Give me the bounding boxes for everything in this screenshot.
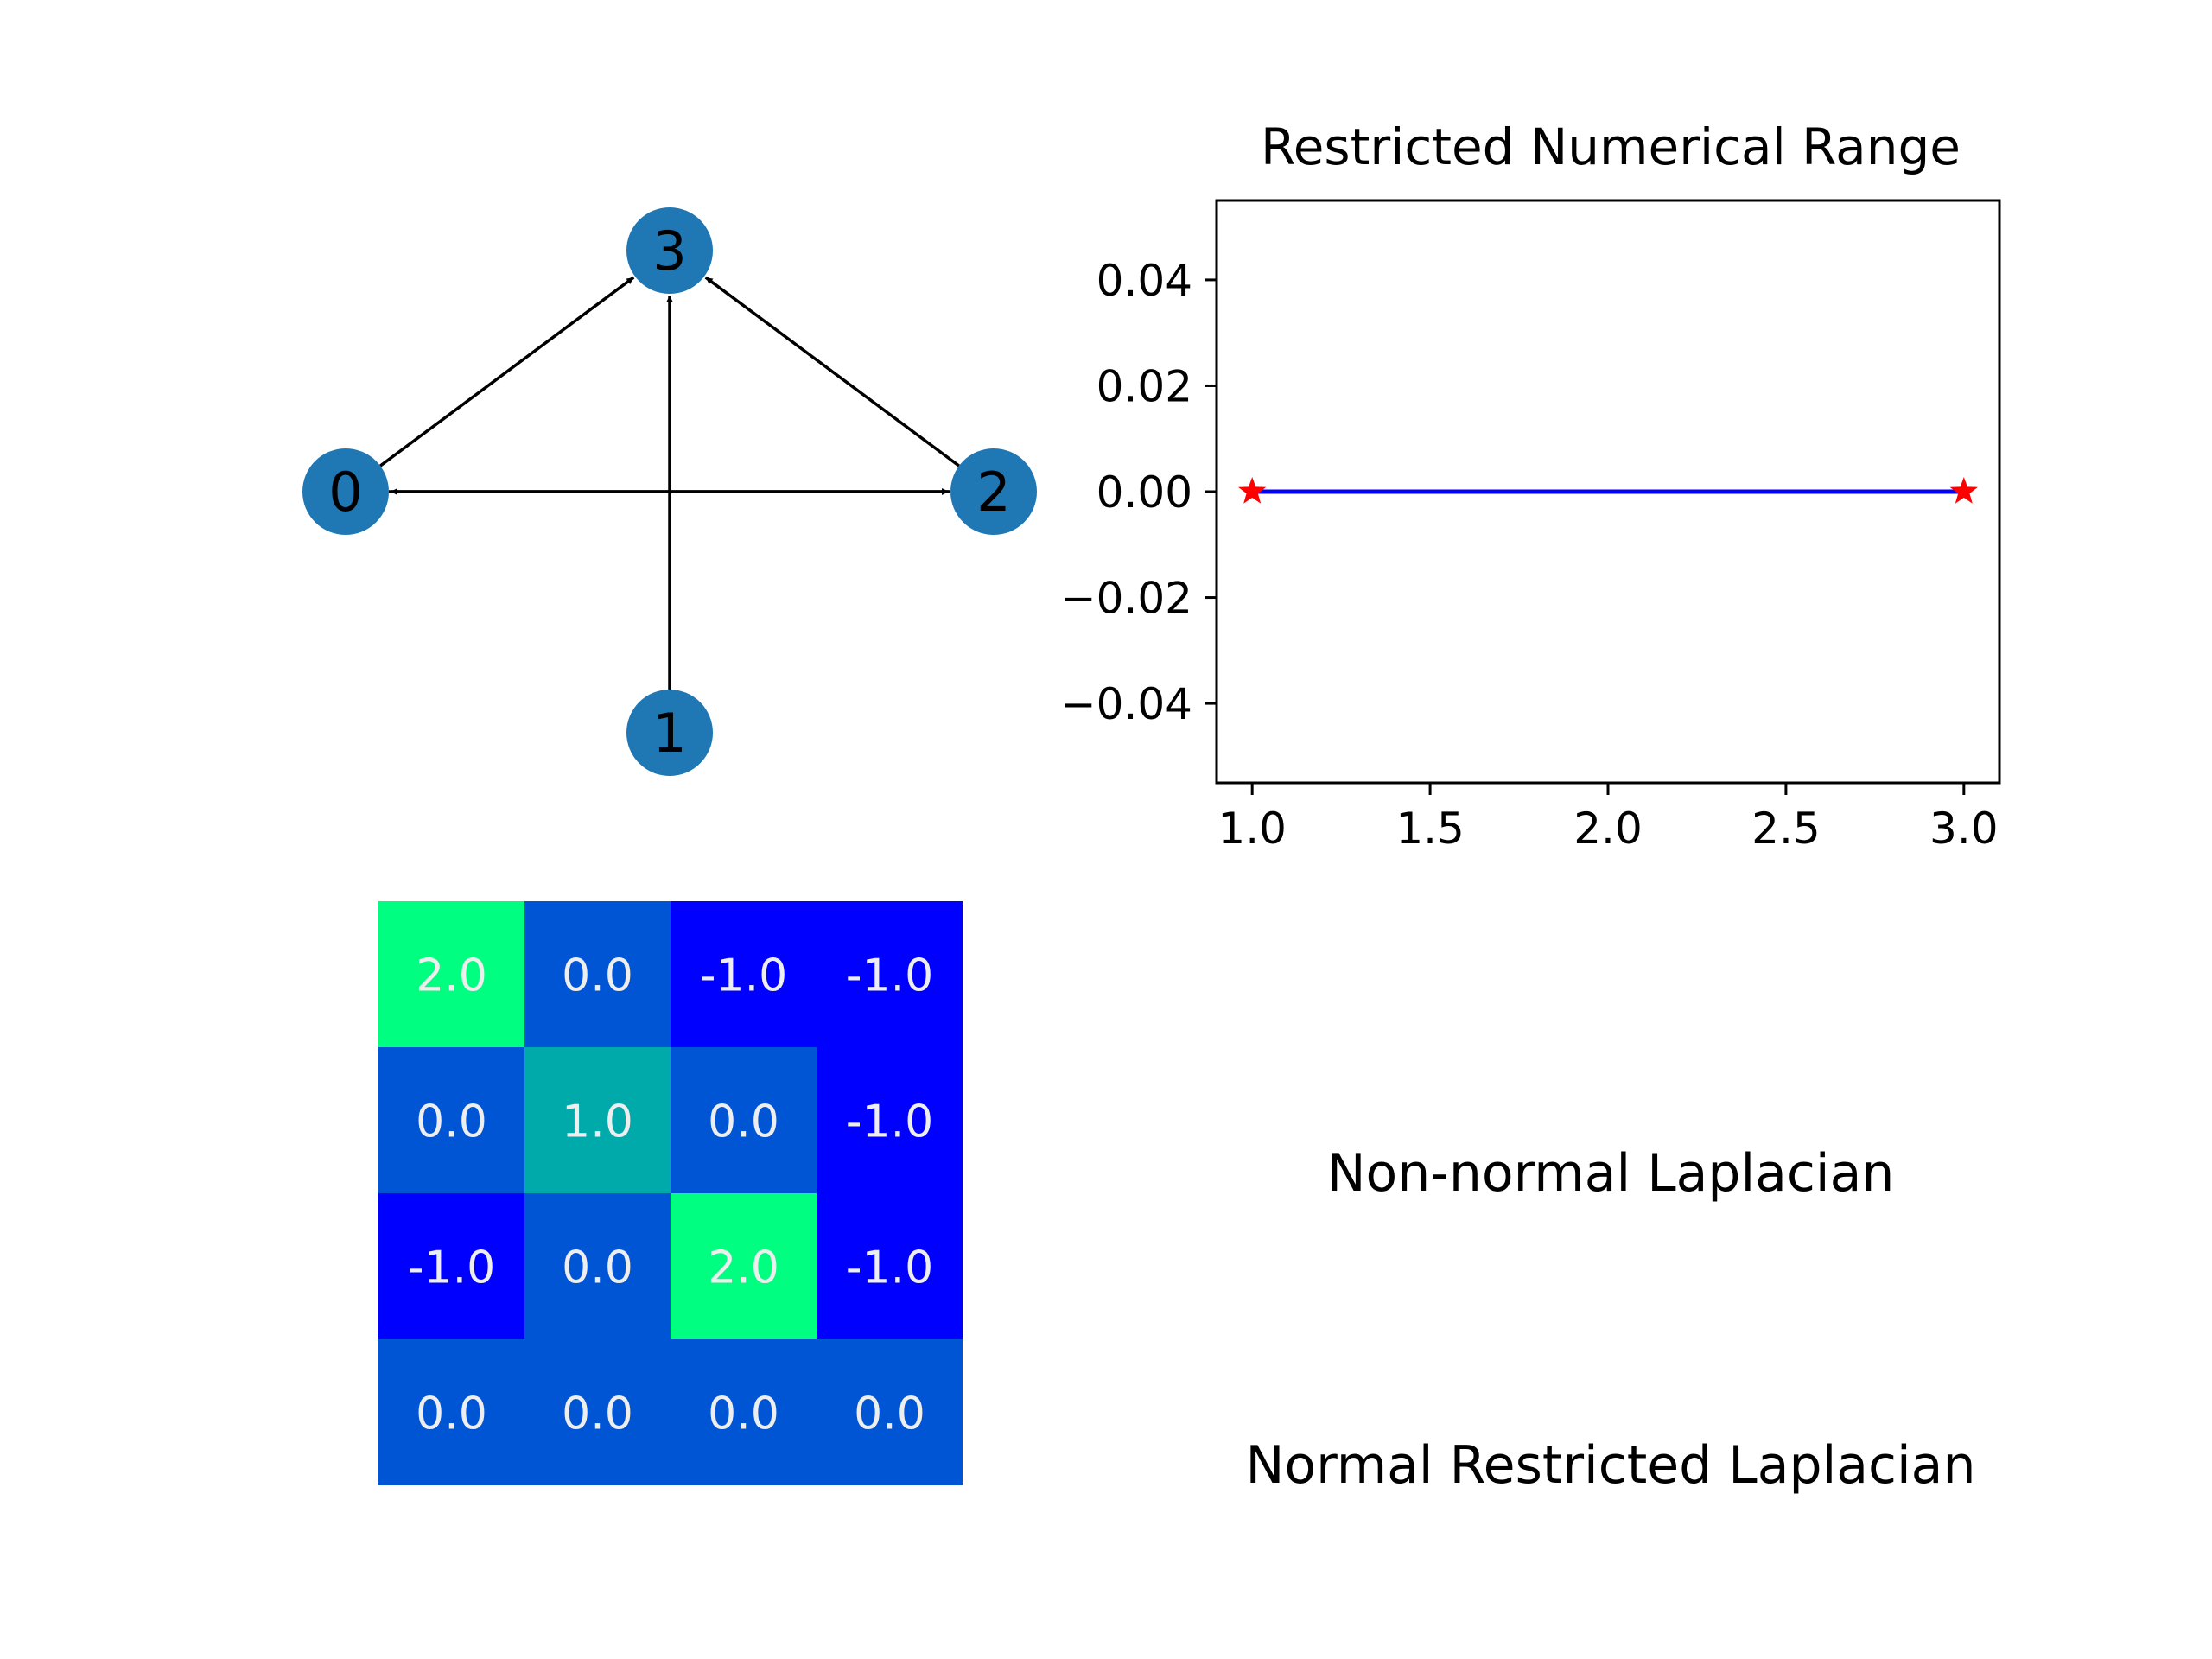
heatmap-cell <box>817 1339 963 1485</box>
normal-restricted-laplacian-label: Normal Restricted Laplacian <box>1246 1435 1976 1496</box>
heatmap-cell <box>378 1047 524 1193</box>
eigenvalue-star-marker <box>1949 477 1978 504</box>
y-tick-label: −0.02 <box>1060 574 1192 624</box>
heatmap-cell <box>524 1193 671 1339</box>
heatmap-cell <box>378 901 524 1047</box>
y-axis-ticks: 0.04 0.02 0.00 −0.02 −0.04 <box>1060 256 1217 729</box>
heatmap-cell <box>378 1193 524 1339</box>
graph-node-label: 2 <box>976 461 1010 524</box>
graph-node <box>302 448 389 535</box>
range-series <box>1238 477 1978 504</box>
heatmap-cell-label: 2.0 <box>708 1243 779 1294</box>
numerical-range-plot: Restricted Numerical Range 1.0 1.5 2.0 2.5 3… <box>1060 118 2001 854</box>
directed-graph: 0 1 2 3 <box>302 207 1037 776</box>
heatmap-cell <box>817 901 963 1047</box>
heatmap-cell-label: 1.0 <box>562 1096 633 1148</box>
x-tick-label: 2.0 <box>1573 804 1643 854</box>
heatmap-cell <box>671 1193 817 1339</box>
graph-node <box>626 207 713 294</box>
y-tick-label: 0.02 <box>1096 361 1192 411</box>
graph-node <box>626 690 713 776</box>
graph-nodes: 0 1 2 3 <box>302 207 1037 776</box>
x-tick-label: 3.0 <box>1929 804 1999 854</box>
graph-node <box>950 448 1037 535</box>
heatmap-cell-label: 0.0 <box>854 1389 925 1440</box>
graph-edges <box>379 276 960 690</box>
x-tick-label: 1.0 <box>1217 804 1287 854</box>
non-normal-laplacian-label: Non-normal Laplacian <box>1327 1143 1895 1204</box>
x-tick-label: 2.5 <box>1751 804 1821 854</box>
graph-node-label: 0 <box>328 461 362 524</box>
heatmap-cell-label: 0.0 <box>416 1389 487 1440</box>
heatmap-cell-label: -1.0 <box>408 1243 495 1294</box>
heatmap-cell-label: 0.0 <box>416 1096 487 1148</box>
graph-node-label: 1 <box>652 702 686 765</box>
heatmap-cell-label: -1.0 <box>846 950 933 1002</box>
heatmap-cell-label: -1.0 <box>846 1243 933 1294</box>
heatmap-cell <box>817 1193 963 1339</box>
heatmap-cell-label: 2.0 <box>416 950 487 1002</box>
heatmap-cell <box>817 1047 963 1193</box>
graph-edge <box>704 276 960 467</box>
graph-node-label: 3 <box>652 219 686 283</box>
y-tick-label: −0.04 <box>1060 679 1192 729</box>
plot-title: Restricted Numerical Range <box>1261 118 1961 176</box>
heatmap-cell-label: 0.0 <box>562 1389 633 1440</box>
heatmap-cell <box>671 901 817 1047</box>
heatmap-cell <box>378 1339 524 1485</box>
heatmap-cell-label: 0.0 <box>708 1096 779 1148</box>
heatmap-cell-label: 0.0 <box>562 950 633 1002</box>
eigenvalue-star-marker <box>1238 477 1267 504</box>
y-tick-label: 0.00 <box>1096 467 1192 518</box>
heatmap-cell-label: -1.0 <box>700 950 787 1002</box>
laplacian-heatmap: 2.0 0.0 -1.0 -1.0 0.0 1.0 0.0 -1.0 -1.0 0.0 2.0 -1.… <box>378 901 963 1485</box>
heatmap-cell <box>671 1047 817 1193</box>
heatmap-cell-label: 0.0 <box>562 1243 633 1294</box>
x-tick-label: 1.5 <box>1395 804 1465 854</box>
heatmap-cell <box>671 1339 817 1485</box>
y-tick-label: 0.04 <box>1096 256 1192 306</box>
x-axis-ticks: 1.0 1.5 2.0 2.5 3.0 <box>1217 783 1999 854</box>
heatmap-cell <box>524 901 671 1047</box>
heatmap-cell <box>524 1047 671 1193</box>
graph-edge <box>379 276 635 467</box>
heatmap-cell <box>524 1339 671 1485</box>
text-panel: Non-normal Laplacian Normal Restricted L… <box>1246 1143 1976 1496</box>
heatmap-cell-label: 0.0 <box>708 1389 779 1440</box>
heatmap-cell-label: -1.0 <box>846 1096 933 1148</box>
